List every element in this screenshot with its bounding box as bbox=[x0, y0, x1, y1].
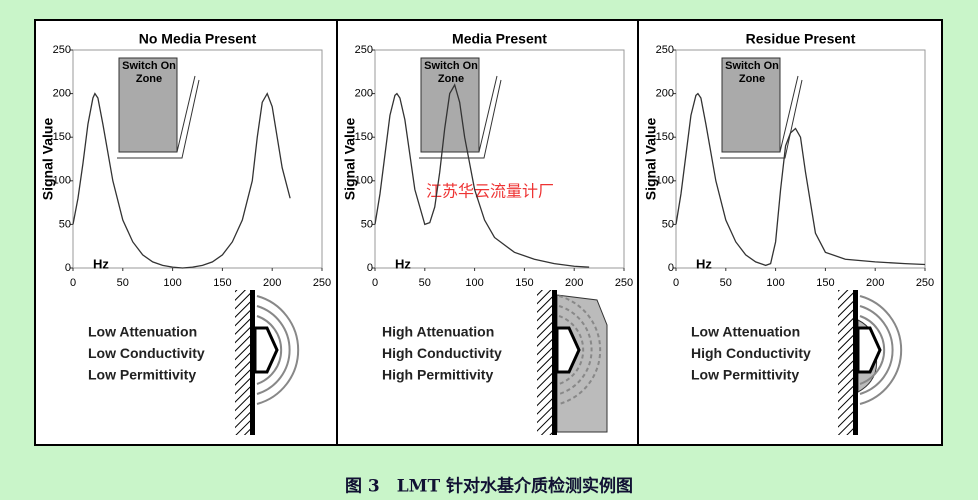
x-tick-label: 50 bbox=[117, 277, 129, 289]
y-tick-label: 0 bbox=[65, 262, 71, 274]
y-tick-label: 100 bbox=[656, 175, 674, 187]
field-arc bbox=[859, 295, 903, 405]
switch-zone bbox=[721, 57, 781, 153]
data-line bbox=[675, 92, 926, 267]
y-tick-label: 50 bbox=[361, 218, 373, 230]
zone-label: Zone bbox=[438, 73, 464, 85]
x-tick-label: 0 bbox=[70, 277, 76, 289]
zone-edge bbox=[117, 75, 200, 159]
field-arc bbox=[256, 295, 300, 405]
zone-label: Switch On bbox=[424, 60, 478, 72]
plot-frame bbox=[675, 49, 926, 269]
x-tick-label: 150 bbox=[213, 277, 231, 289]
watermark: 江苏华云流量计厂 bbox=[426, 182, 554, 201]
switch-zone bbox=[118, 57, 178, 153]
x-tick-label: 150 bbox=[515, 277, 533, 289]
x-tick-label: 150 bbox=[816, 277, 834, 289]
wall bbox=[838, 290, 853, 435]
x-tick-label: 0 bbox=[372, 277, 378, 289]
x-tick-label: 100 bbox=[465, 277, 483, 289]
y-tick-label: 200 bbox=[656, 88, 674, 100]
chart-title: Residue Present bbox=[746, 31, 856, 47]
wall-face bbox=[853, 290, 858, 435]
data-line bbox=[374, 83, 590, 268]
y-tick-label: 250 bbox=[53, 44, 71, 56]
y-axis-label: Signal Value bbox=[342, 118, 358, 201]
note: High Conductivity bbox=[691, 345, 811, 361]
y-tick-label: 200 bbox=[53, 88, 71, 100]
plot-frame bbox=[374, 49, 625, 269]
field-arc bbox=[558, 315, 585, 385]
y-tick-label: 100 bbox=[355, 175, 373, 187]
zone-label: Zone bbox=[136, 73, 162, 85]
note: Low Conductivity bbox=[88, 345, 205, 361]
wall-face bbox=[552, 290, 557, 435]
zone-edge bbox=[720, 75, 803, 159]
field-arc bbox=[256, 305, 291, 395]
x-tick-label: 200 bbox=[866, 277, 884, 289]
figure-frame bbox=[34, 19, 943, 446]
x-axis-label: Hz bbox=[395, 256, 411, 271]
y-tick-label: 150 bbox=[53, 131, 71, 143]
sensor bbox=[555, 326, 581, 374]
x-tick-label: 100 bbox=[163, 277, 181, 289]
y-tick-label: 0 bbox=[367, 262, 373, 274]
x-tick-label: 250 bbox=[916, 277, 934, 289]
y-tick-label: 200 bbox=[355, 88, 373, 100]
sensor bbox=[253, 326, 279, 374]
wall bbox=[235, 290, 250, 435]
zone-label: Zone bbox=[739, 73, 765, 85]
wall bbox=[537, 290, 552, 435]
zone-label: Switch On bbox=[725, 60, 779, 72]
note: High Attenuation bbox=[382, 324, 494, 340]
caption: 图 3 LMT 针对水基介质检测实例图 bbox=[345, 476, 633, 497]
note: Low Attenuation bbox=[88, 324, 197, 340]
note: Low Permittivity bbox=[691, 367, 799, 383]
note: Low Permittivity bbox=[88, 367, 196, 383]
x-axis-label: Hz bbox=[93, 256, 109, 271]
x-tick-label: 250 bbox=[615, 277, 633, 289]
x-tick-label: 200 bbox=[263, 277, 281, 289]
field-arc bbox=[859, 305, 894, 395]
x-tick-label: 100 bbox=[766, 277, 784, 289]
y-axis-label: Signal Value bbox=[643, 118, 659, 201]
y-tick-label: 50 bbox=[662, 218, 674, 230]
y-tick-label: 250 bbox=[656, 44, 674, 56]
x-tick-label: 250 bbox=[313, 277, 331, 289]
y-axis-label: Signal Value bbox=[40, 118, 56, 201]
field-arc bbox=[558, 295, 602, 405]
switch-zone bbox=[420, 57, 480, 153]
zone-label: Switch On bbox=[122, 60, 176, 72]
y-tick-label: 250 bbox=[355, 44, 373, 56]
sensor bbox=[856, 326, 882, 374]
note: Low Attenuation bbox=[691, 324, 800, 340]
y-tick-label: 0 bbox=[668, 262, 674, 274]
field-arc bbox=[256, 315, 283, 385]
field-arc bbox=[558, 305, 593, 395]
chart-title: No Media Present bbox=[139, 31, 257, 47]
zone-edge bbox=[419, 75, 502, 159]
note: High Permittivity bbox=[382, 367, 493, 383]
x-tick-label: 0 bbox=[673, 277, 679, 289]
y-tick-label: 150 bbox=[355, 131, 373, 143]
data-line bbox=[72, 92, 291, 269]
x-tick-label: 50 bbox=[720, 277, 732, 289]
x-axis-label: Hz bbox=[696, 256, 712, 271]
plot-frame bbox=[72, 49, 323, 269]
y-tick-label: 50 bbox=[59, 218, 71, 230]
x-tick-label: 50 bbox=[419, 277, 431, 289]
wall-face bbox=[250, 290, 255, 435]
x-tick-label: 200 bbox=[565, 277, 583, 289]
y-tick-label: 100 bbox=[53, 175, 71, 187]
note: High Conductivity bbox=[382, 345, 502, 361]
field-arc bbox=[859, 315, 886, 385]
chart-title: Media Present bbox=[452, 31, 547, 47]
y-tick-label: 150 bbox=[656, 131, 674, 143]
